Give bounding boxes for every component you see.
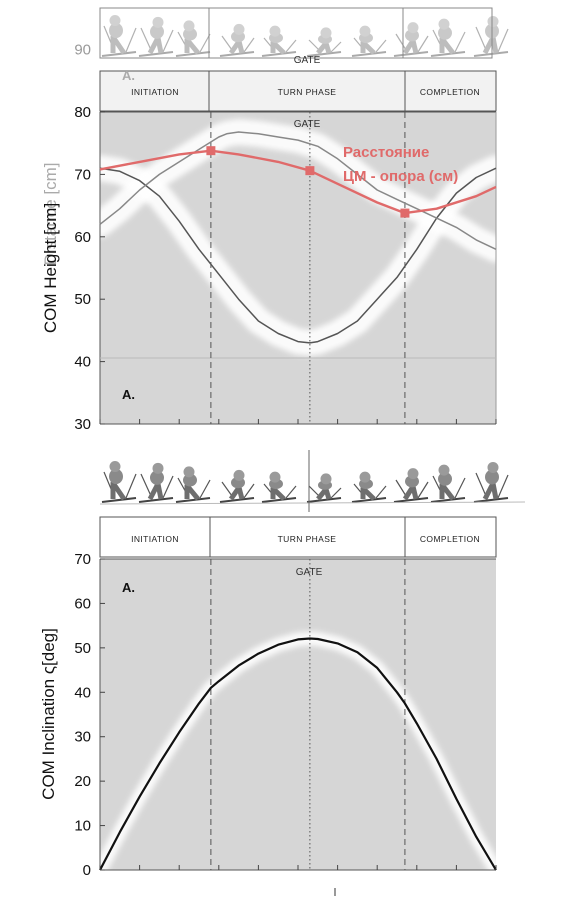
y-tick-label: 40 — [74, 684, 91, 701]
skier-figure — [261, 471, 297, 503]
faded-skier-figure — [138, 16, 174, 57]
snow-line — [99, 501, 526, 505]
phase-turn-label: TURN PHASE — [278, 534, 337, 544]
faded-skier-figure — [351, 25, 387, 57]
skier-figure — [393, 468, 429, 503]
plot-area — [100, 559, 496, 870]
phase-header — [99, 70, 497, 112]
y-tick-label: 60 — [74, 229, 91, 246]
y-tick-labels: 0 10 20 30 40 50 60 70 — [74, 551, 105, 879]
faded-skier-figure — [393, 22, 429, 57]
faded-phase-box — [99, 7, 493, 59]
gate-label: GATE — [294, 119, 321, 130]
skier-figure — [430, 464, 466, 503]
series-marker — [305, 166, 315, 176]
skier-sequence-strip — [99, 461, 526, 505]
faded-skier-strip — [101, 15, 509, 57]
y-tick-label: 0 — [83, 862, 91, 879]
faded-skier-figure — [101, 15, 137, 57]
series-marker — [206, 146, 216, 156]
y-tick-label: 50 — [74, 291, 91, 308]
y-tick-label: 70 — [74, 166, 91, 183]
faded-skier-figure — [473, 15, 509, 57]
panel-letter: A. — [122, 387, 135, 402]
skier-figure — [101, 461, 137, 503]
skier-figure — [219, 469, 255, 503]
series-line-1 — [99, 131, 497, 250]
y-tick-label: 40 — [74, 354, 91, 371]
com-inclination-panel: INITIATION TURN PHASE COMPLETION GATE 0 1… — [39, 516, 503, 896]
phase-initiation-label: INITIATION — [131, 534, 179, 544]
y-tick-label: 50 — [74, 640, 91, 657]
phase-completion-label: COMPLETION — [420, 87, 480, 97]
y-tick-label: 80 — [74, 104, 91, 121]
y-tick-label: 30 — [74, 416, 91, 433]
y-tick-label: 20 — [74, 773, 91, 790]
faded-skier-figure — [430, 18, 466, 57]
faded-y-axis-label: Distance [cm] — [41, 163, 60, 266]
y-tick-label: 10 — [74, 818, 91, 835]
skier-figure — [138, 462, 174, 503]
y-tick-labels: 30 40 50 60 70 80 90 — [74, 42, 497, 433]
phase-initiation-label: INITIATION — [131, 87, 179, 97]
series-lines — [99, 637, 497, 871]
skier-figure — [175, 466, 211, 503]
y-axis-label: COM Inclination ς[deg] — [39, 628, 58, 800]
series-marker — [400, 208, 410, 218]
com-height-panel: GATE INITIATION TURN PHASE COMPLETION A.… — [41, 7, 509, 433]
y-axis-label: COM Height [cm] — [41, 203, 60, 333]
series-markers — [206, 146, 410, 218]
phase-header — [99, 516, 497, 558]
faded-skier-figure — [306, 27, 342, 57]
y-tick-label: 90 — [74, 42, 91, 59]
panel-letter: A. — [122, 580, 135, 595]
series-line-0 — [99, 167, 497, 344]
faded-skier-figure — [175, 20, 211, 57]
y-tick-label: 70 — [74, 551, 91, 568]
phase-turn-label: TURN PHASE — [278, 87, 337, 97]
legend-line-1: Расстояние — [343, 144, 429, 161]
faded-skier-figure — [261, 25, 297, 57]
skier-figure — [306, 473, 342, 503]
skier-figure — [351, 471, 387, 503]
gate-label: GATE — [296, 567, 323, 578]
legend-line-2: ЦМ - опора (см) — [343, 168, 458, 185]
skier-figure — [473, 461, 509, 503]
x-tick-marks — [99, 865, 497, 870]
faded-gate-label: GATE — [294, 55, 321, 66]
faded-skier-figure — [219, 23, 255, 57]
faded-panel-letter: A. — [122, 68, 135, 83]
y-tick-label: 60 — [74, 595, 91, 612]
series-line-0 — [99, 637, 497, 871]
y-tick-label: 30 — [74, 729, 91, 746]
phase-completion-label: COMPLETION — [420, 534, 480, 544]
